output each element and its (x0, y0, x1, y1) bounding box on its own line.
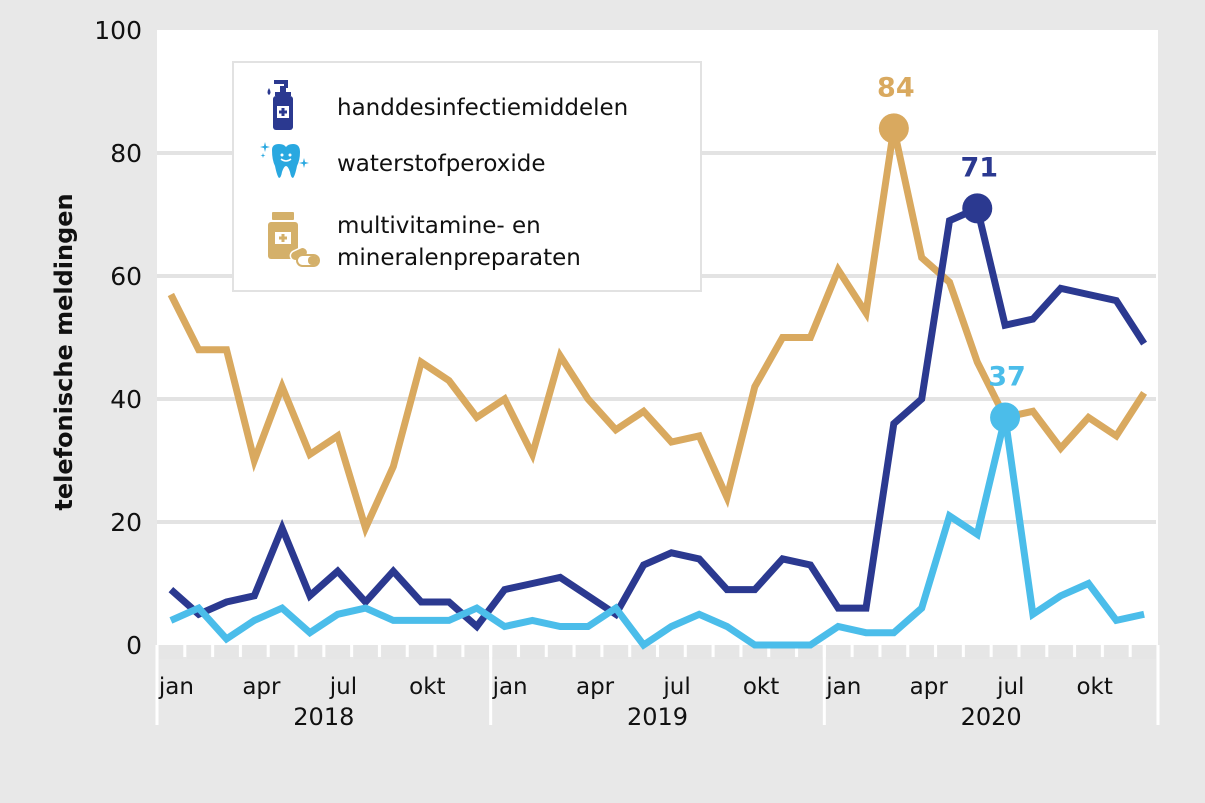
y-axis: 0 20 40 60 80 100 (94, 16, 142, 660)
year-label: 2018 (293, 703, 354, 731)
sanitizer-bottle-icon (267, 80, 293, 130)
month-tick-cell (214, 645, 239, 659)
month-tick-cell (1076, 645, 1101, 659)
month-tick-cell (409, 645, 434, 659)
legend-label-waterstofperoxide: waterstofperoxide (337, 151, 546, 177)
month-tick-cell (1048, 645, 1073, 659)
series-line-2 (169, 416, 1145, 650)
series-line-0 (167, 127, 1148, 539)
month-label: jan (158, 674, 194, 700)
month-tick-cell (298, 645, 322, 659)
y-tick-label: 80 (110, 139, 142, 168)
month-tick-cell (603, 645, 628, 659)
month-tick-cell (381, 645, 406, 659)
peak-label: 71 (960, 152, 998, 183)
month-tick-cell (909, 645, 934, 659)
month-label: apr (576, 674, 615, 700)
x-axis: jan apr jul okt 2018 jan apr jul okt 2019 jan apr ju… (155, 645, 1160, 731)
month-label: jul (996, 674, 1024, 700)
month-tick-cell (576, 645, 600, 659)
month-tick-cell (937, 645, 962, 659)
legend-box (232, 61, 702, 292)
month-tick-cell (492, 645, 517, 659)
month-label: okt (409, 674, 445, 700)
month-tick-cell (1104, 645, 1129, 659)
month-tick-cell (548, 645, 573, 659)
month-tick-cell (270, 645, 295, 659)
month-tick-cell (854, 645, 878, 659)
month-tick-cell (353, 645, 378, 659)
annotations: 84 71 37 (877, 72, 1026, 433)
month-label: apr (910, 674, 949, 700)
legend-label-handdesinfectiemiddelen: handdesinfectiemiddelen (337, 95, 628, 121)
month-tick-cell (1132, 645, 1156, 659)
month-tick-cell (715, 645, 739, 659)
y-axis-label: telefonische meldingen (50, 193, 78, 510)
month-label: okt (1076, 674, 1112, 700)
legend-label-multivitamine-line1: multivitamine- en (337, 213, 541, 239)
series-line-1 (168, 203, 1148, 632)
month-tick-cell (1020, 645, 1045, 659)
y-tick-label: 0 (126, 631, 142, 660)
month-label: jan (825, 674, 861, 700)
month-tick-cell (242, 645, 267, 659)
month-tick-cell (993, 645, 1017, 659)
peak-label: 84 (877, 72, 915, 103)
year-label: 2020 (961, 703, 1022, 731)
year-label: 2019 (627, 703, 688, 731)
pill-bottle-icon (268, 212, 320, 267)
month-tick-cell (186, 645, 211, 659)
month-tick-cell (631, 645, 656, 659)
series-lines (167, 127, 1148, 650)
month-label: jan (492, 674, 528, 700)
y-tick-label: 40 (110, 385, 142, 414)
y-tick-label: 60 (110, 262, 142, 291)
tooth-icon (260, 142, 309, 178)
month-label: jul (329, 674, 357, 700)
peak-marker (990, 402, 1021, 433)
x-axis-band (157, 645, 1158, 725)
month-tick-cell (464, 645, 489, 659)
legend: handdesinfectiemiddelen waterstofperoxid… (232, 61, 702, 292)
month-tick-cell (159, 645, 183, 659)
month-tick-cell (826, 645, 851, 659)
month-tick-cell (965, 645, 990, 659)
month-tick-cell (687, 645, 712, 659)
month-tick-cell (659, 645, 684, 659)
month-label: okt (743, 674, 779, 700)
y-tick-label: 100 (94, 16, 142, 45)
peak-marker (962, 193, 993, 224)
month-label: jul (662, 674, 690, 700)
month-tick-cell (437, 645, 461, 659)
y-tick-label: 20 (110, 508, 142, 537)
legend-label-multivitamine-line2: mineralenpreparaten (337, 245, 581, 271)
month-tick-cell (520, 645, 545, 659)
peak-marker (878, 113, 909, 144)
month-label: apr (242, 674, 281, 700)
month-tick-cell (881, 645, 906, 659)
month-tick-cell (325, 645, 350, 659)
peak-label: 37 (988, 361, 1026, 392)
